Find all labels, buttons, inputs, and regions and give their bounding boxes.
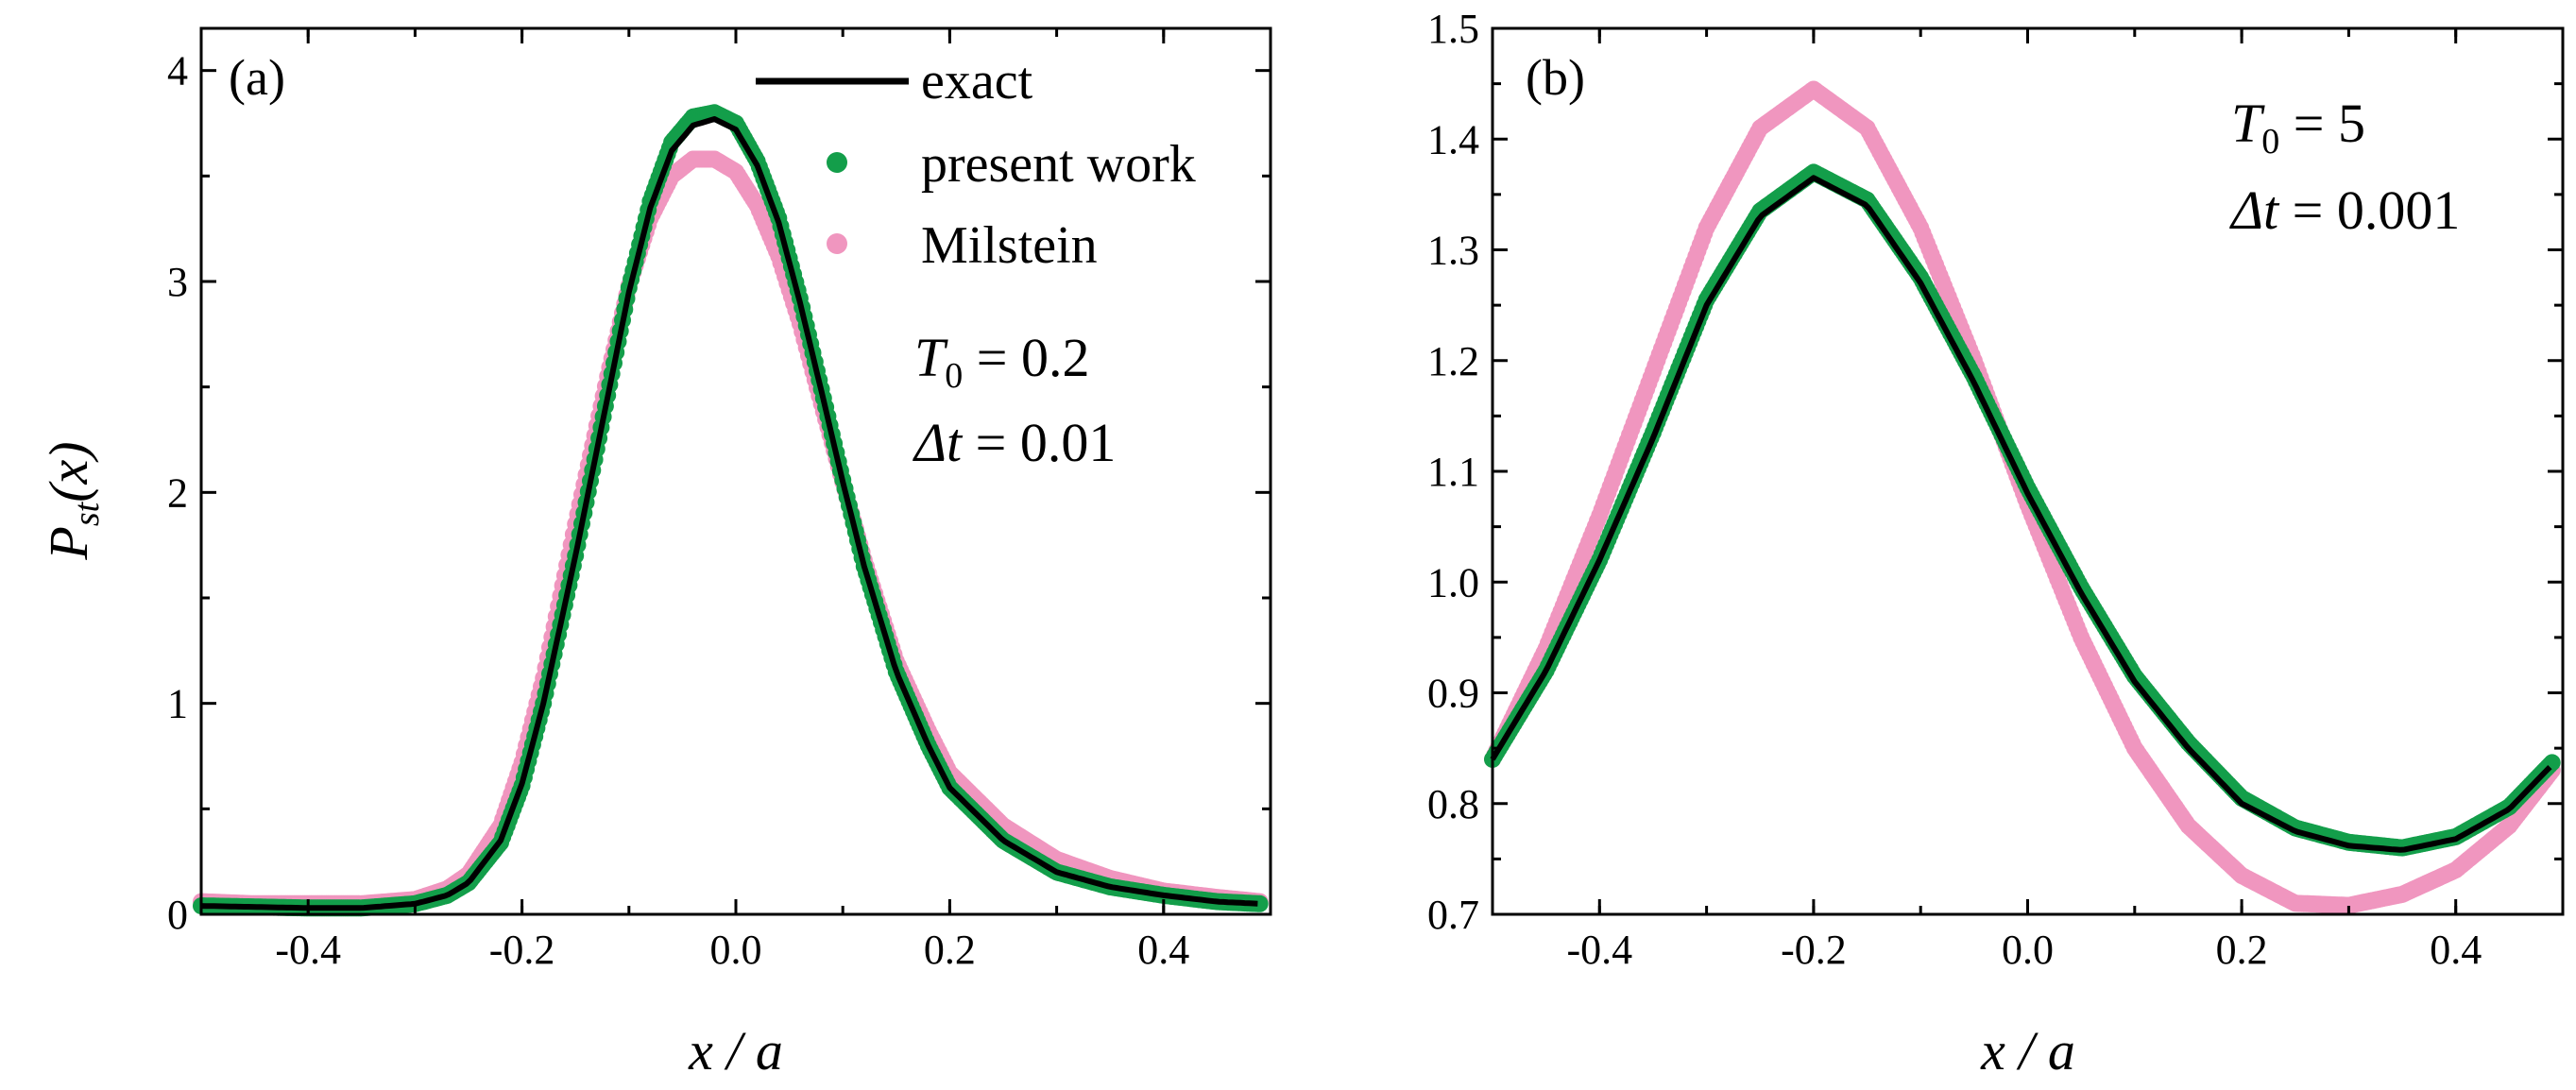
panel-b-y-ticks: 0.7 0.8 0.9 1.0 1.1 1.2 1.3 1.4 1.5: [1427, 6, 2563, 938]
panel-a-exact-series: [200, 116, 1258, 911]
legend-milstein-label: Milstein: [921, 216, 1098, 275]
panel-b-exact-series: [1490, 175, 2552, 853]
panel-a-x-ticks: -0.4 -0.2 0.0 0.2 0.4: [199, 28, 1272, 973]
panel-b-x-tick-label: -0.4: [1566, 927, 1632, 973]
panel-a-x-tick-label: 0.4: [1137, 927, 1189, 973]
legend-milstein-swatch: [827, 233, 847, 254]
panel-a-y-axis-title-arg: (x): [38, 441, 99, 502]
panel-b-temperature-value: = 5: [2279, 93, 2365, 154]
panel-b-exact-line: [1490, 175, 2552, 853]
panel-a-temperature-annotation: T0 = 0.2: [914, 327, 1089, 396]
panel-b-temperature-subscript: 0: [2261, 122, 2279, 162]
panel-a-y-axis-title-sub: st: [67, 501, 107, 526]
panel-a-timestep-symbol: Δt: [913, 412, 964, 473]
panel-a-y-tick-label: 3: [167, 259, 188, 305]
panel-b: -0.4 -0.2 0.0 0.2 0.4 0.7 0.8 0.9 1.0 1.1 1.2 1.3 1…: [1427, 6, 2565, 1081]
panel-a-x-tick-label: 0.2: [924, 927, 976, 973]
panel-b-timestep-symbol: Δt: [2229, 179, 2280, 241]
panel-a-y-axis-title: Pst(x): [38, 441, 107, 560]
panel-b-y-tick-label: 0.8: [1427, 781, 1479, 827]
panel-a-x-tick-label: -0.4: [275, 927, 341, 973]
panel-b-y-tick-label: 0.9: [1427, 671, 1479, 717]
panel-a-y-tick-label: 4: [167, 48, 188, 94]
panel-a-present-work-point: [1251, 894, 1269, 912]
panel-a: -0.4 -0.2 0.0 0.2 0.4 0 1 2 3 4 (a) Pst(x) x / a…: [38, 26, 1272, 1081]
panel-a-temperature-value: = 0.2: [963, 327, 1089, 388]
panel-a-x-tick-label: -0.2: [489, 927, 555, 973]
panel-b-timestep-annotation: Δt = 0.001: [2229, 179, 2460, 241]
panel-a-milstein-series: [193, 150, 1269, 912]
panel-a-y-tick-label: 1: [167, 681, 188, 727]
panel-a-temperature-subscript: 0: [945, 356, 963, 396]
panel-b-temperature-annotation: T0 = 5: [2231, 93, 2365, 162]
panel-a-y-ticks: 0 1 2 3 4: [167, 48, 1271, 938]
panel-b-temperature-symbol: T: [2231, 93, 2265, 154]
panel-b-x-axis-title: x / a: [1980, 1020, 2075, 1081]
panel-b-tag: (b): [1526, 49, 1585, 106]
panel-b-x-tick-label: 0.2: [2216, 927, 2268, 973]
panel-a-y-tick-label: 0: [167, 892, 188, 938]
panel-b-y-tick-label: 1.2: [1427, 338, 1479, 384]
panel-b-series: [1484, 80, 2561, 914]
panel-b-y-tick-label: 0.7: [1427, 892, 1479, 938]
panel-b-y-tick-label: 1.1: [1427, 449, 1479, 495]
panel-b-timestep-value: = 0.001: [2278, 179, 2460, 241]
panel-a-legend: exact present work Milstein: [756, 52, 1196, 275]
legend-present-work-label: present work: [921, 135, 1196, 194]
panel-a-temperature-symbol: T: [914, 327, 948, 388]
panel-b-y-tick-label: 1.3: [1427, 228, 1479, 274]
panel-b-y-tick-label: 1.5: [1427, 6, 1479, 52]
panel-b-y-tick-label: 1.4: [1427, 116, 1479, 162]
panel-b-x-tick-label: 0.4: [2430, 927, 2482, 973]
panel-a-timestep-annotation: Δt = 0.01: [913, 412, 1116, 473]
legend-exact-label: exact: [921, 52, 1033, 111]
panel-a-exact-line: [200, 116, 1258, 911]
panel-a-tag: (a): [229, 49, 285, 106]
panel-b-y-tick-label: 1.0: [1427, 559, 1479, 605]
panel-b-x-tick-label: 0.0: [2002, 927, 2054, 973]
panel-b-x-tick-label: -0.2: [1781, 927, 1847, 973]
panel-a-series: [193, 104, 1269, 917]
panel-a-y-tick-label: 2: [167, 469, 188, 516]
panel-a-y-axis-title-main: P: [38, 526, 99, 560]
panel-a-x-axis-title: x / a: [688, 1020, 783, 1081]
panel-a-x-tick-label: 0.0: [710, 927, 762, 973]
panel-a-timestep-value: = 0.01: [962, 412, 1116, 473]
legend-present-work-swatch: [827, 152, 847, 173]
panel-a-present-work-series: [193, 104, 1269, 917]
panel-b-x-ticks: -0.4 -0.2 0.0 0.2 0.4: [1491, 28, 2565, 973]
